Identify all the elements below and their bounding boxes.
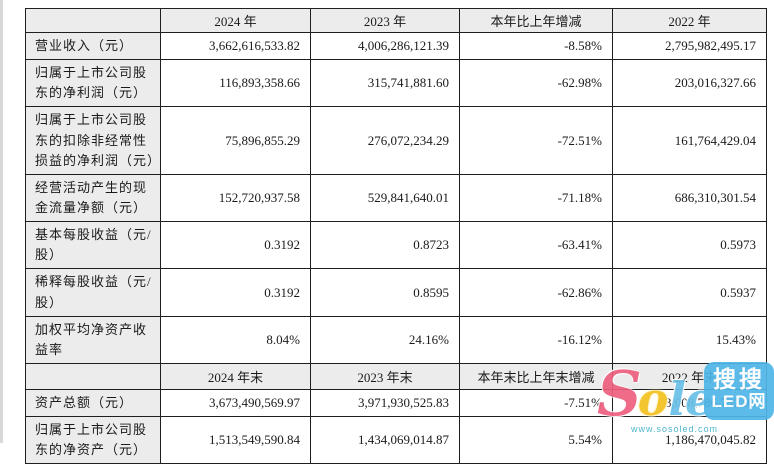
table-row: 归属于上市公司股东的扣除非经常性损益的净利润（元） 75,896,855.29 27… [25,106,767,175]
page-edge-line [0,0,3,443]
value-cell: 15.43% [612,315,767,364]
header-cell: 2022 年 [612,8,767,33]
value-cell: 24.16% [310,315,460,364]
value-cell: 0.8723 [310,221,460,270]
value-cell: -7.51% [459,388,613,418]
value-cell: 276,072,234.29 [310,106,460,175]
table-row: 归属于上市公司股东的净利润（元） 116,893,358.66 315,741,88… [25,59,767,108]
row-label: 归属于上市公司股东的净资产（元） [25,416,161,464]
value-cell: 2,795,982,495.17 [612,31,767,61]
header-cell-empty [25,8,161,33]
value-cell: -72.51% [459,106,613,175]
row-label: 资产总额（元） [25,388,161,418]
financial-summary-table: 2024 年 2023 年本年比上年增减 2022 年营业收入（元） 3,662,61… [25,8,767,464]
header-cell: 2024 年末 [160,362,311,390]
header-row: 2024 年末 2023 年末 本年末比上年末增减 2022 年末 [25,362,767,390]
value-cell: 0.5973 [612,221,767,270]
value-cell: 203,016,327.66 [612,59,767,108]
header-cell: 2022 年末 [612,362,767,390]
value-cell: -62.86% [459,268,613,317]
value-cell: -71.18% [459,173,613,223]
header-cell-empty [25,362,161,390]
table-row: 基本每股收益（元/股） 0.3192 0.8723 -63.41% 0.5973 [25,221,767,270]
value-cell: 3,008,786,732.95 [612,388,767,418]
value-cell: 116,893,358.66 [160,59,311,108]
header-cell: 2023 年末 [310,362,460,390]
value-cell: 529,841,640.01 [310,173,460,223]
value-cell: 1,186,470,045.82 [612,416,767,464]
value-cell: 3,662,616,533.82 [160,31,311,61]
value-cell: 152,720,937.58 [160,173,311,223]
row-label: 归属于上市公司股东的净利润（元） [25,59,161,108]
value-cell: 3,971,930,525.83 [310,388,460,418]
value-cell: 686,310,301.54 [612,173,767,223]
value-cell: 3,673,490,569.97 [160,388,311,418]
table-row: 资产总额（元） 3,673,490,569.97 3,971,930,525.83-… [25,388,767,418]
value-cell: 0.3192 [160,268,311,317]
row-label: 营业收入（元） [25,31,161,61]
header-cell: 本年末比上年末增减 [459,362,613,390]
value-cell: -62.98% [459,59,613,108]
row-label: 稀释每股收益（元/股） [25,268,161,317]
value-cell: 161,764,429.04 [612,106,767,175]
value-cell: 4,006,286,121.39 [310,31,460,61]
row-label: 归属于上市公司股东的扣除非经常性损益的净利润（元） [25,106,161,175]
table-row: 营业收入（元） 3,662,616,533.82 4,006,286,121.39-… [25,31,767,61]
header-cell: 2023 年 [310,8,460,33]
value-cell: -8.58% [459,31,613,61]
value-cell: 1,513,549,590.84 [160,416,311,464]
table-row: 归属于上市公司股东的净资产（元） 1,513,549,590.84 1,434,06… [25,416,767,464]
value-cell: 8.04% [160,315,311,364]
value-cell: 5.54% [459,416,613,464]
value-cell: 1,434,069,014.87 [310,416,460,464]
value-cell: 0.8595 [310,268,460,317]
value-cell: 75,896,855.29 [160,106,311,175]
value-cell: 315,741,881.60 [310,59,460,108]
value-cell: 0.3192 [160,221,311,270]
header-cell: 本年比上年增减 [459,8,613,33]
financial-summary-table-body: 2024 年 2023 年本年比上年增减 2022 年营业收入（元） 3,662,61… [25,8,767,464]
value-cell: -63.41% [459,221,613,270]
header-row: 2024 年 2023 年本年比上年增减 2022 年 [25,8,767,33]
table-row: 经营活动产生的现金流量净额（元） 152,720,937.58 529,841,64… [25,173,767,223]
value-cell: -16.12% [459,315,613,364]
value-cell: 0.5937 [612,268,767,317]
table-row: 加权平均净资产收益率 8.04% 24.16% -16.12% 15.43% [25,315,767,364]
row-label: 经营活动产生的现金流量净额（元） [25,173,161,223]
row-label: 基本每股收益（元/股） [25,221,161,270]
table-row: 稀释每股收益（元/股） 0.3192 0.8595 -62.86% 0.5937 [25,268,767,317]
header-cell: 2024 年 [160,8,311,33]
row-label: 加权平均净资产收益率 [25,315,161,364]
